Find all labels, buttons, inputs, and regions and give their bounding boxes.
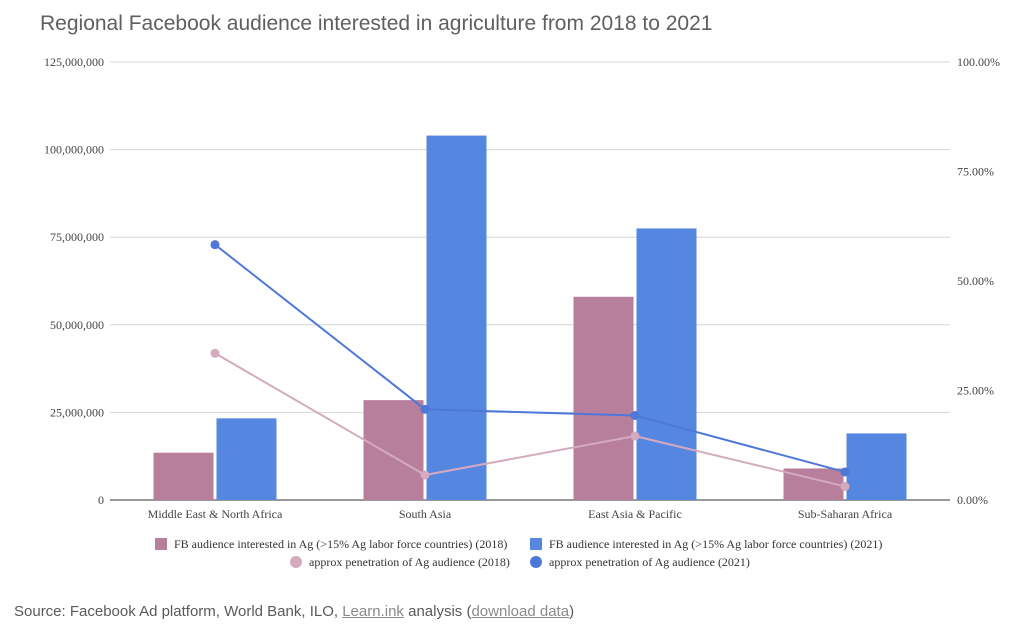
download-data-link[interactable]: download data	[471, 603, 570, 620]
right-axis-tick-label: 50.00%	[957, 274, 994, 288]
category-label: Sub-Saharan Africa	[798, 507, 893, 521]
bar-2018	[363, 400, 424, 500]
left-axis-tick-label: 25,000,000	[50, 405, 104, 419]
line-point	[420, 470, 430, 480]
left-axis-tick-label: 125,000,000	[44, 55, 104, 69]
bar-2021	[216, 418, 277, 500]
source-prefix: Source: Facebook Ad platform, World Bank…	[14, 603, 343, 620]
series-line-2021	[214, 243, 846, 473]
legend-label: approx penetration of Ag audience (2018)	[309, 555, 510, 569]
line-point	[210, 240, 220, 250]
line-point	[840, 481, 850, 491]
category-labels: Middle East & North Africa South Asia East…	[148, 507, 893, 521]
category-label: Middle East & North Africa	[148, 507, 283, 521]
combo-chart: 0 25,000,000 50,000,000 75,000,000 100,000,0…	[44, 55, 1000, 569]
right-axis-tick-label: 25.00%	[957, 384, 994, 398]
legend-swatch	[530, 538, 542, 550]
source-middle: analysis (	[403, 603, 472, 620]
bar-2021	[846, 433, 907, 500]
legend-dot	[530, 556, 542, 568]
line-point	[420, 404, 430, 414]
bars	[153, 135, 907, 501]
right-axis-ticks: 0.00% 25.00% 50.00% 75.00% 100.00%	[957, 55, 1000, 507]
lines	[210, 240, 850, 491]
legend-label: FB audience interested in Ag (>15% Ag la…	[174, 537, 507, 551]
legend-dot	[290, 556, 302, 568]
source-note: Source: Facebook Ad platform, World Bank…	[14, 603, 574, 620]
line-point	[630, 431, 640, 441]
bar-2018	[573, 296, 634, 500]
line-point	[840, 467, 850, 477]
right-axis-tick-label: 100.00%	[957, 55, 1000, 69]
series-line-2018	[214, 352, 846, 488]
left-axis-tick-label: 100,000,000	[44, 143, 104, 157]
bar-2018	[153, 452, 214, 500]
source-suffix: )	[569, 603, 575, 620]
chart-title: Regional Facebook audience interested in…	[40, 12, 713, 35]
line-point	[630, 410, 640, 420]
legend-swatch	[155, 538, 167, 550]
learnink-link[interactable]: Learn.ink	[342, 603, 404, 620]
right-axis-tick-label: 0.00%	[957, 493, 988, 507]
legend: FB audience interested in Ag (>15% Ag la…	[155, 537, 882, 569]
category-label: East Asia & Pacific	[588, 507, 682, 521]
category-label: South Asia	[399, 507, 452, 521]
right-axis-tick-label: 75.00%	[957, 165, 994, 179]
bar-2021	[636, 228, 697, 500]
left-axis-ticks: 0 25,000,000 50,000,000 75,000,000 100,000,0…	[44, 55, 104, 507]
legend-label: approx penetration of Ag audience (2021)	[549, 555, 750, 569]
legend-label: FB audience interested in Ag (>15% Ag la…	[549, 537, 882, 551]
left-axis-tick-label: 0	[98, 493, 104, 507]
left-axis-tick-label: 50,000,000	[50, 318, 104, 332]
bar-2021	[426, 135, 487, 501]
line-point	[210, 348, 220, 358]
left-axis-tick-label: 75,000,000	[50, 230, 104, 244]
